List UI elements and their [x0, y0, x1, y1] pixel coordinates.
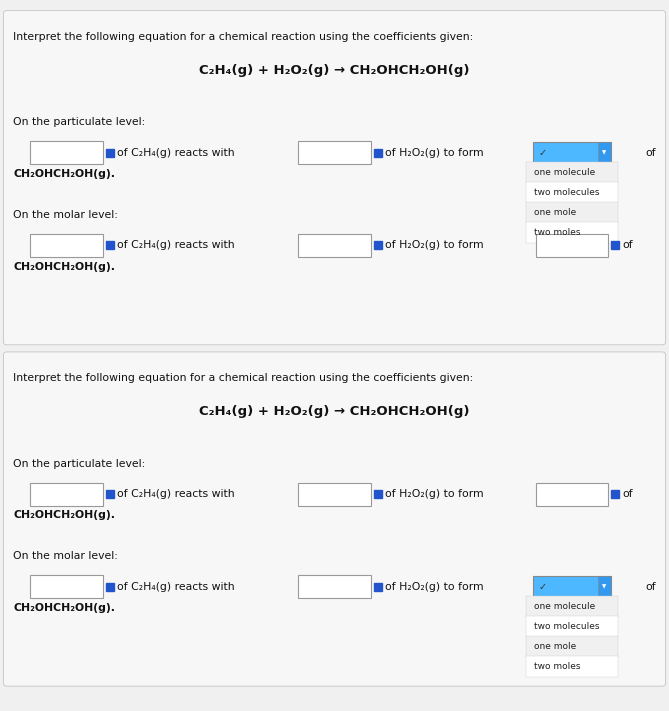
- FancyBboxPatch shape: [535, 234, 609, 257]
- Text: ✓: ✓: [539, 582, 547, 592]
- Text: of H₂O₂(g) to form: of H₂O₂(g) to form: [385, 489, 483, 499]
- Text: CH₂OHCH₂OH(g).: CH₂OHCH₂OH(g).: [13, 510, 115, 520]
- Text: On the molar level:: On the molar level:: [13, 210, 118, 220]
- Text: On the particulate level:: On the particulate level:: [13, 459, 146, 469]
- Text: CH₂OHCH₂OH(g).: CH₂OHCH₂OH(g).: [13, 262, 115, 272]
- FancyBboxPatch shape: [526, 182, 618, 203]
- Text: of: of: [646, 148, 656, 158]
- Text: of C₂H₄(g) reacts with: of C₂H₄(g) reacts with: [117, 489, 235, 499]
- FancyBboxPatch shape: [31, 483, 103, 506]
- FancyBboxPatch shape: [526, 616, 618, 637]
- Text: of C₂H₄(g) reacts with: of C₂H₄(g) reacts with: [117, 240, 235, 250]
- FancyBboxPatch shape: [298, 575, 371, 598]
- FancyBboxPatch shape: [598, 142, 611, 164]
- Text: CH₂OHCH₂OH(g).: CH₂OHCH₂OH(g).: [13, 169, 115, 179]
- Text: On the particulate level:: On the particulate level:: [13, 117, 146, 127]
- FancyBboxPatch shape: [526, 596, 618, 617]
- FancyBboxPatch shape: [298, 483, 371, 506]
- FancyBboxPatch shape: [533, 142, 611, 164]
- Text: two moles: two moles: [534, 228, 580, 237]
- Text: two molecules: two molecules: [534, 188, 599, 197]
- Text: one mole: one mole: [534, 208, 576, 217]
- Text: C₂H₄(g) + H₂O₂(g) → CH₂OHCH₂OH(g): C₂H₄(g) + H₂O₂(g) → CH₂OHCH₂OH(g): [199, 64, 470, 77]
- Text: of H₂O₂(g) to form: of H₂O₂(g) to form: [385, 240, 483, 250]
- Text: ▼: ▼: [602, 584, 607, 589]
- Text: of: of: [622, 489, 633, 499]
- Text: of: of: [622, 240, 633, 250]
- Text: On the molar level:: On the molar level:: [13, 551, 118, 561]
- Text: Interpret the following equation for a chemical reaction using the coefficients : Interpret the following equation for a c…: [13, 373, 474, 383]
- FancyBboxPatch shape: [3, 11, 666, 345]
- FancyBboxPatch shape: [298, 141, 371, 164]
- Text: C₂H₄(g) + H₂O₂(g) → CH₂OHCH₂OH(g): C₂H₄(g) + H₂O₂(g) → CH₂OHCH₂OH(g): [199, 405, 470, 418]
- Text: two molecules: two molecules: [534, 622, 599, 631]
- Text: one molecule: one molecule: [534, 169, 595, 177]
- FancyBboxPatch shape: [298, 234, 371, 257]
- Text: CH₂OHCH₂OH(g).: CH₂OHCH₂OH(g).: [13, 603, 115, 613]
- Text: of H₂O₂(g) to form: of H₂O₂(g) to form: [385, 148, 483, 158]
- FancyBboxPatch shape: [31, 141, 103, 164]
- FancyBboxPatch shape: [526, 202, 618, 223]
- Text: of H₂O₂(g) to form: of H₂O₂(g) to form: [385, 582, 483, 592]
- FancyBboxPatch shape: [3, 352, 666, 686]
- FancyBboxPatch shape: [526, 636, 618, 657]
- Text: two moles: two moles: [534, 662, 580, 670]
- FancyBboxPatch shape: [31, 234, 103, 257]
- FancyBboxPatch shape: [526, 656, 618, 677]
- Text: ▼: ▼: [602, 150, 607, 156]
- FancyBboxPatch shape: [526, 162, 618, 183]
- Text: ✓: ✓: [539, 148, 547, 158]
- FancyBboxPatch shape: [526, 222, 618, 243]
- Text: one molecule: one molecule: [534, 602, 595, 611]
- Text: of C₂H₄(g) reacts with: of C₂H₄(g) reacts with: [117, 148, 235, 158]
- Text: Interpret the following equation for a chemical reaction using the coefficients : Interpret the following equation for a c…: [13, 32, 474, 42]
- FancyBboxPatch shape: [535, 483, 609, 506]
- Text: of: of: [646, 582, 656, 592]
- Text: of C₂H₄(g) reacts with: of C₂H₄(g) reacts with: [117, 582, 235, 592]
- FancyBboxPatch shape: [598, 576, 611, 597]
- FancyBboxPatch shape: [31, 575, 103, 598]
- Text: one mole: one mole: [534, 642, 576, 651]
- FancyBboxPatch shape: [533, 576, 611, 597]
